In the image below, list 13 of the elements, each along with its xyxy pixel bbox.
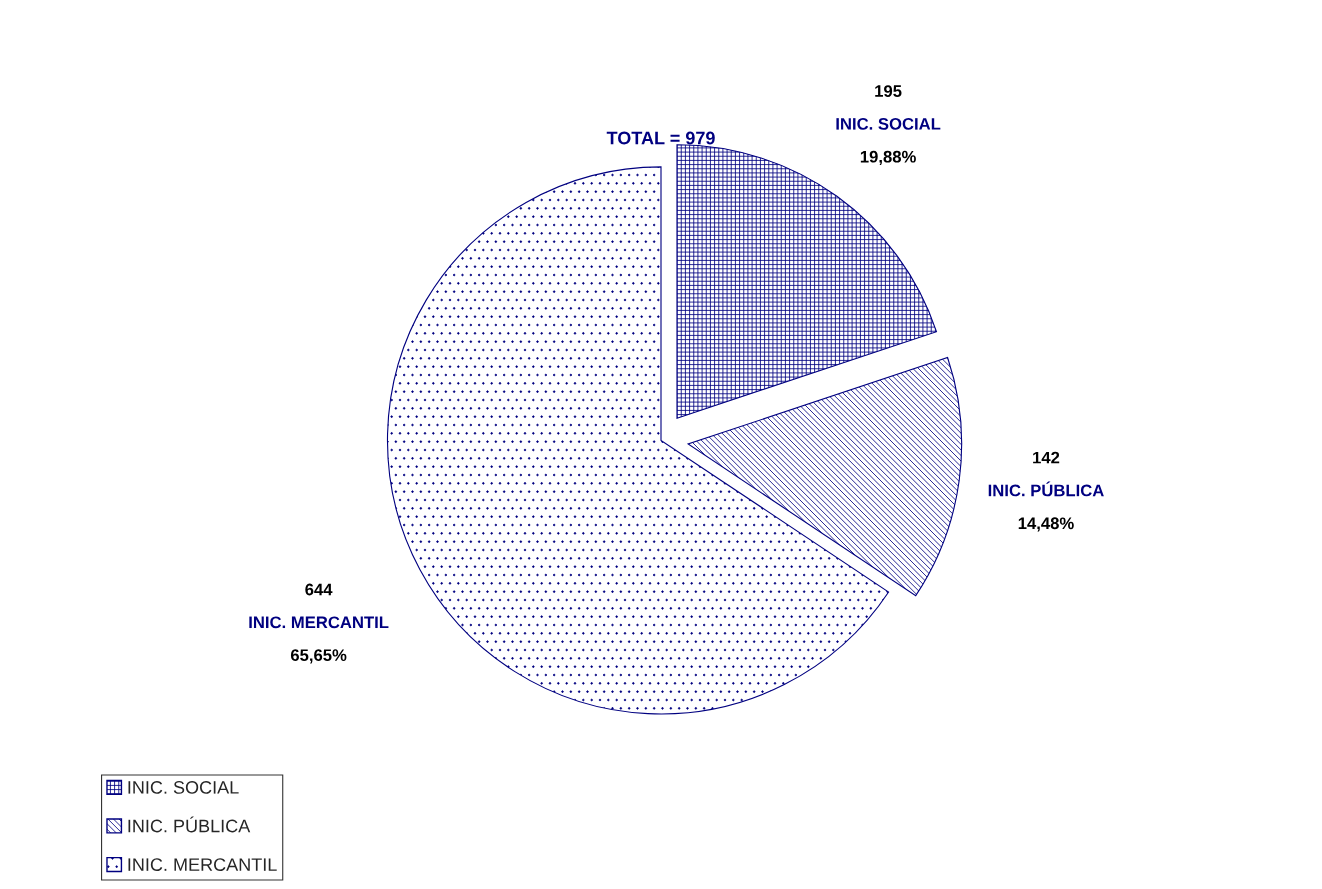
slice-label: INIC. PÚBLICA [988, 481, 1104, 497]
text: 14,48% [1018, 517, 1074, 532]
data-label: 142 [1033, 451, 1060, 464]
legend-label: INIC. PÚBLICA [128, 816, 251, 833]
slice-label: INIC. MERCANTIL [249, 616, 389, 629]
data-label: 644 [305, 583, 333, 596]
text: 19,88% [860, 150, 916, 166]
text: 65,65% [290, 649, 347, 664]
slice-label: INIC. SOCIAL [836, 117, 941, 130]
text: TOTAL = 979 [606, 131, 715, 145]
data-label: 195 [875, 85, 902, 97]
legend-label: INIC. MERCANTIL [128, 858, 277, 871]
legend-label: INIC. SOCIAL [128, 781, 239, 794]
